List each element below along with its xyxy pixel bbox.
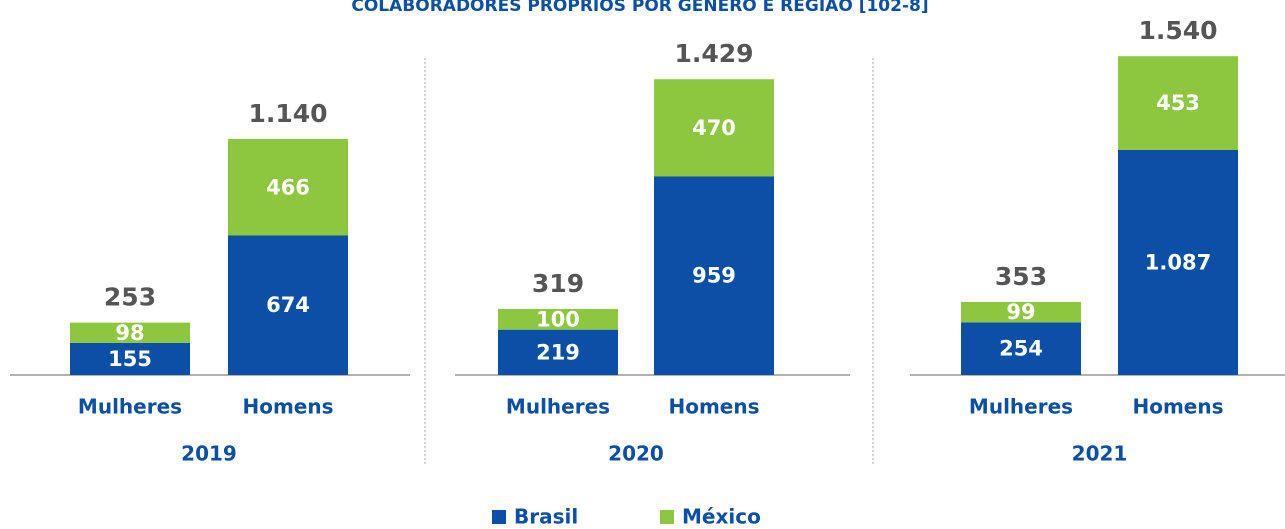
value-label: 453 bbox=[1156, 91, 1200, 115]
bar-segment bbox=[498, 329, 618, 375]
legend-swatch bbox=[492, 510, 506, 524]
value-label: 99 bbox=[1006, 300, 1035, 324]
value-label: 959 bbox=[692, 264, 736, 288]
total-label: 253 bbox=[104, 283, 156, 312]
total-label: 1.140 bbox=[248, 99, 327, 128]
bar-segment bbox=[654, 176, 774, 375]
bar-segment bbox=[70, 342, 190, 375]
category-label: Mulheres bbox=[969, 395, 1073, 419]
bar-segment bbox=[1118, 149, 1238, 375]
group-label: 2021 bbox=[1072, 442, 1128, 466]
value-label: 674 bbox=[266, 293, 310, 317]
chart-title: COLABORADORES PRÓPRIOS POR GÊNERO E REGI… bbox=[351, 0, 928, 16]
legend-label: México bbox=[682, 505, 761, 529]
legend-label: Brasil bbox=[514, 505, 578, 529]
value-label: 254 bbox=[999, 337, 1043, 361]
bar-segment bbox=[654, 79, 774, 177]
category-label: Mulheres bbox=[78, 395, 182, 419]
bar-segment bbox=[70, 322, 190, 343]
value-label: 219 bbox=[536, 340, 580, 364]
value-label: 100 bbox=[536, 307, 580, 331]
category-label: Mulheres bbox=[506, 395, 610, 419]
bar-segment bbox=[228, 235, 348, 375]
total-label: 353 bbox=[995, 262, 1047, 291]
value-label: 470 bbox=[692, 116, 736, 140]
category-label: Homens bbox=[668, 395, 759, 419]
bar-segment bbox=[498, 308, 618, 330]
category-label: Homens bbox=[242, 395, 333, 419]
legend-swatch bbox=[660, 510, 674, 524]
bar-segment bbox=[1118, 56, 1238, 150]
category-label: Homens bbox=[1132, 395, 1223, 419]
value-label: 466 bbox=[266, 175, 310, 199]
total-label: 1.429 bbox=[674, 39, 753, 68]
value-label: 1.087 bbox=[1145, 250, 1211, 274]
group-label: 2020 bbox=[608, 442, 664, 466]
value-label: 98 bbox=[115, 321, 144, 345]
bar-segment bbox=[961, 322, 1081, 375]
total-label: 1.540 bbox=[1138, 16, 1217, 45]
value-label: 155 bbox=[108, 347, 152, 371]
bar-segment bbox=[961, 301, 1081, 323]
group-label: 2019 bbox=[181, 442, 237, 466]
bar-segment bbox=[228, 139, 348, 236]
total-label: 319 bbox=[532, 269, 584, 298]
